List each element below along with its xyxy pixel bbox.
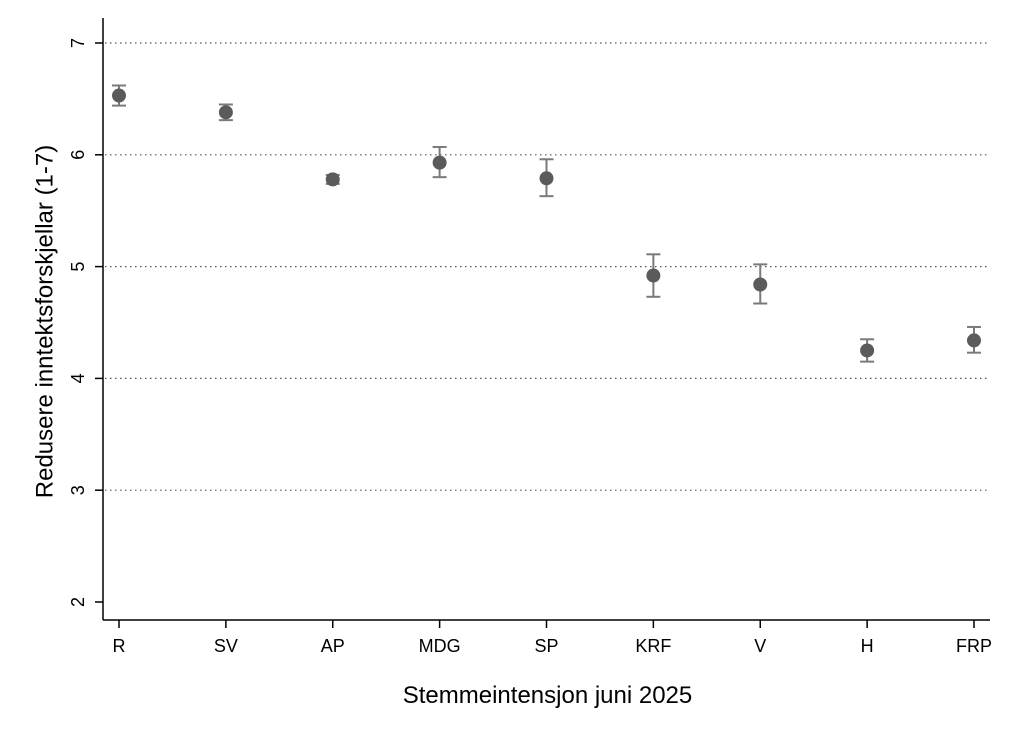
data-point-V <box>753 277 768 292</box>
y-axis-ticks: 2 3 4 5 6 7 <box>68 38 103 607</box>
y-axis-title: Redusere inntektsforskjellar (1-7) <box>32 145 59 498</box>
data-point-KRF <box>646 268 661 283</box>
y-tick-label-5: 5 <box>68 262 88 272</box>
x-tick-label-KRF: KRF <box>635 636 671 656</box>
x-tick-label-AP: AP <box>321 636 345 656</box>
data-point-SP <box>539 171 554 186</box>
data-point-AP <box>325 172 340 187</box>
x-tick-label-V: V <box>754 636 766 656</box>
x-axis-ticks: R SV AP MDG SP KRF V H FRP <box>113 620 992 656</box>
data-point-MDG <box>432 155 447 170</box>
x-tick-label-MDG: MDG <box>419 636 461 656</box>
x-axis-title: Stemmeintensjon juni 2025 <box>403 682 693 709</box>
gridlines <box>105 42 990 491</box>
y-tick-label-4: 4 <box>68 373 88 383</box>
x-tick-label-R: R <box>113 636 126 656</box>
y-tick-label-2: 2 <box>68 597 88 607</box>
x-tick-label-SP: SP <box>534 636 558 656</box>
data-point-FRP <box>967 333 981 348</box>
y-tick-label-7: 7 <box>68 38 88 48</box>
data-point-H <box>860 343 875 358</box>
data-points <box>112 88 981 358</box>
data-point-R <box>112 88 126 103</box>
x-tick-label-FRP: FRP <box>956 636 992 656</box>
x-tick-label-SV: SV <box>214 636 238 656</box>
y-tick-label-3: 3 <box>68 485 88 495</box>
y-tick-label-6: 6 <box>68 150 88 160</box>
x-tick-label-H: H <box>861 636 874 656</box>
error-bars <box>112 84 981 363</box>
data-point-SV <box>218 105 233 120</box>
